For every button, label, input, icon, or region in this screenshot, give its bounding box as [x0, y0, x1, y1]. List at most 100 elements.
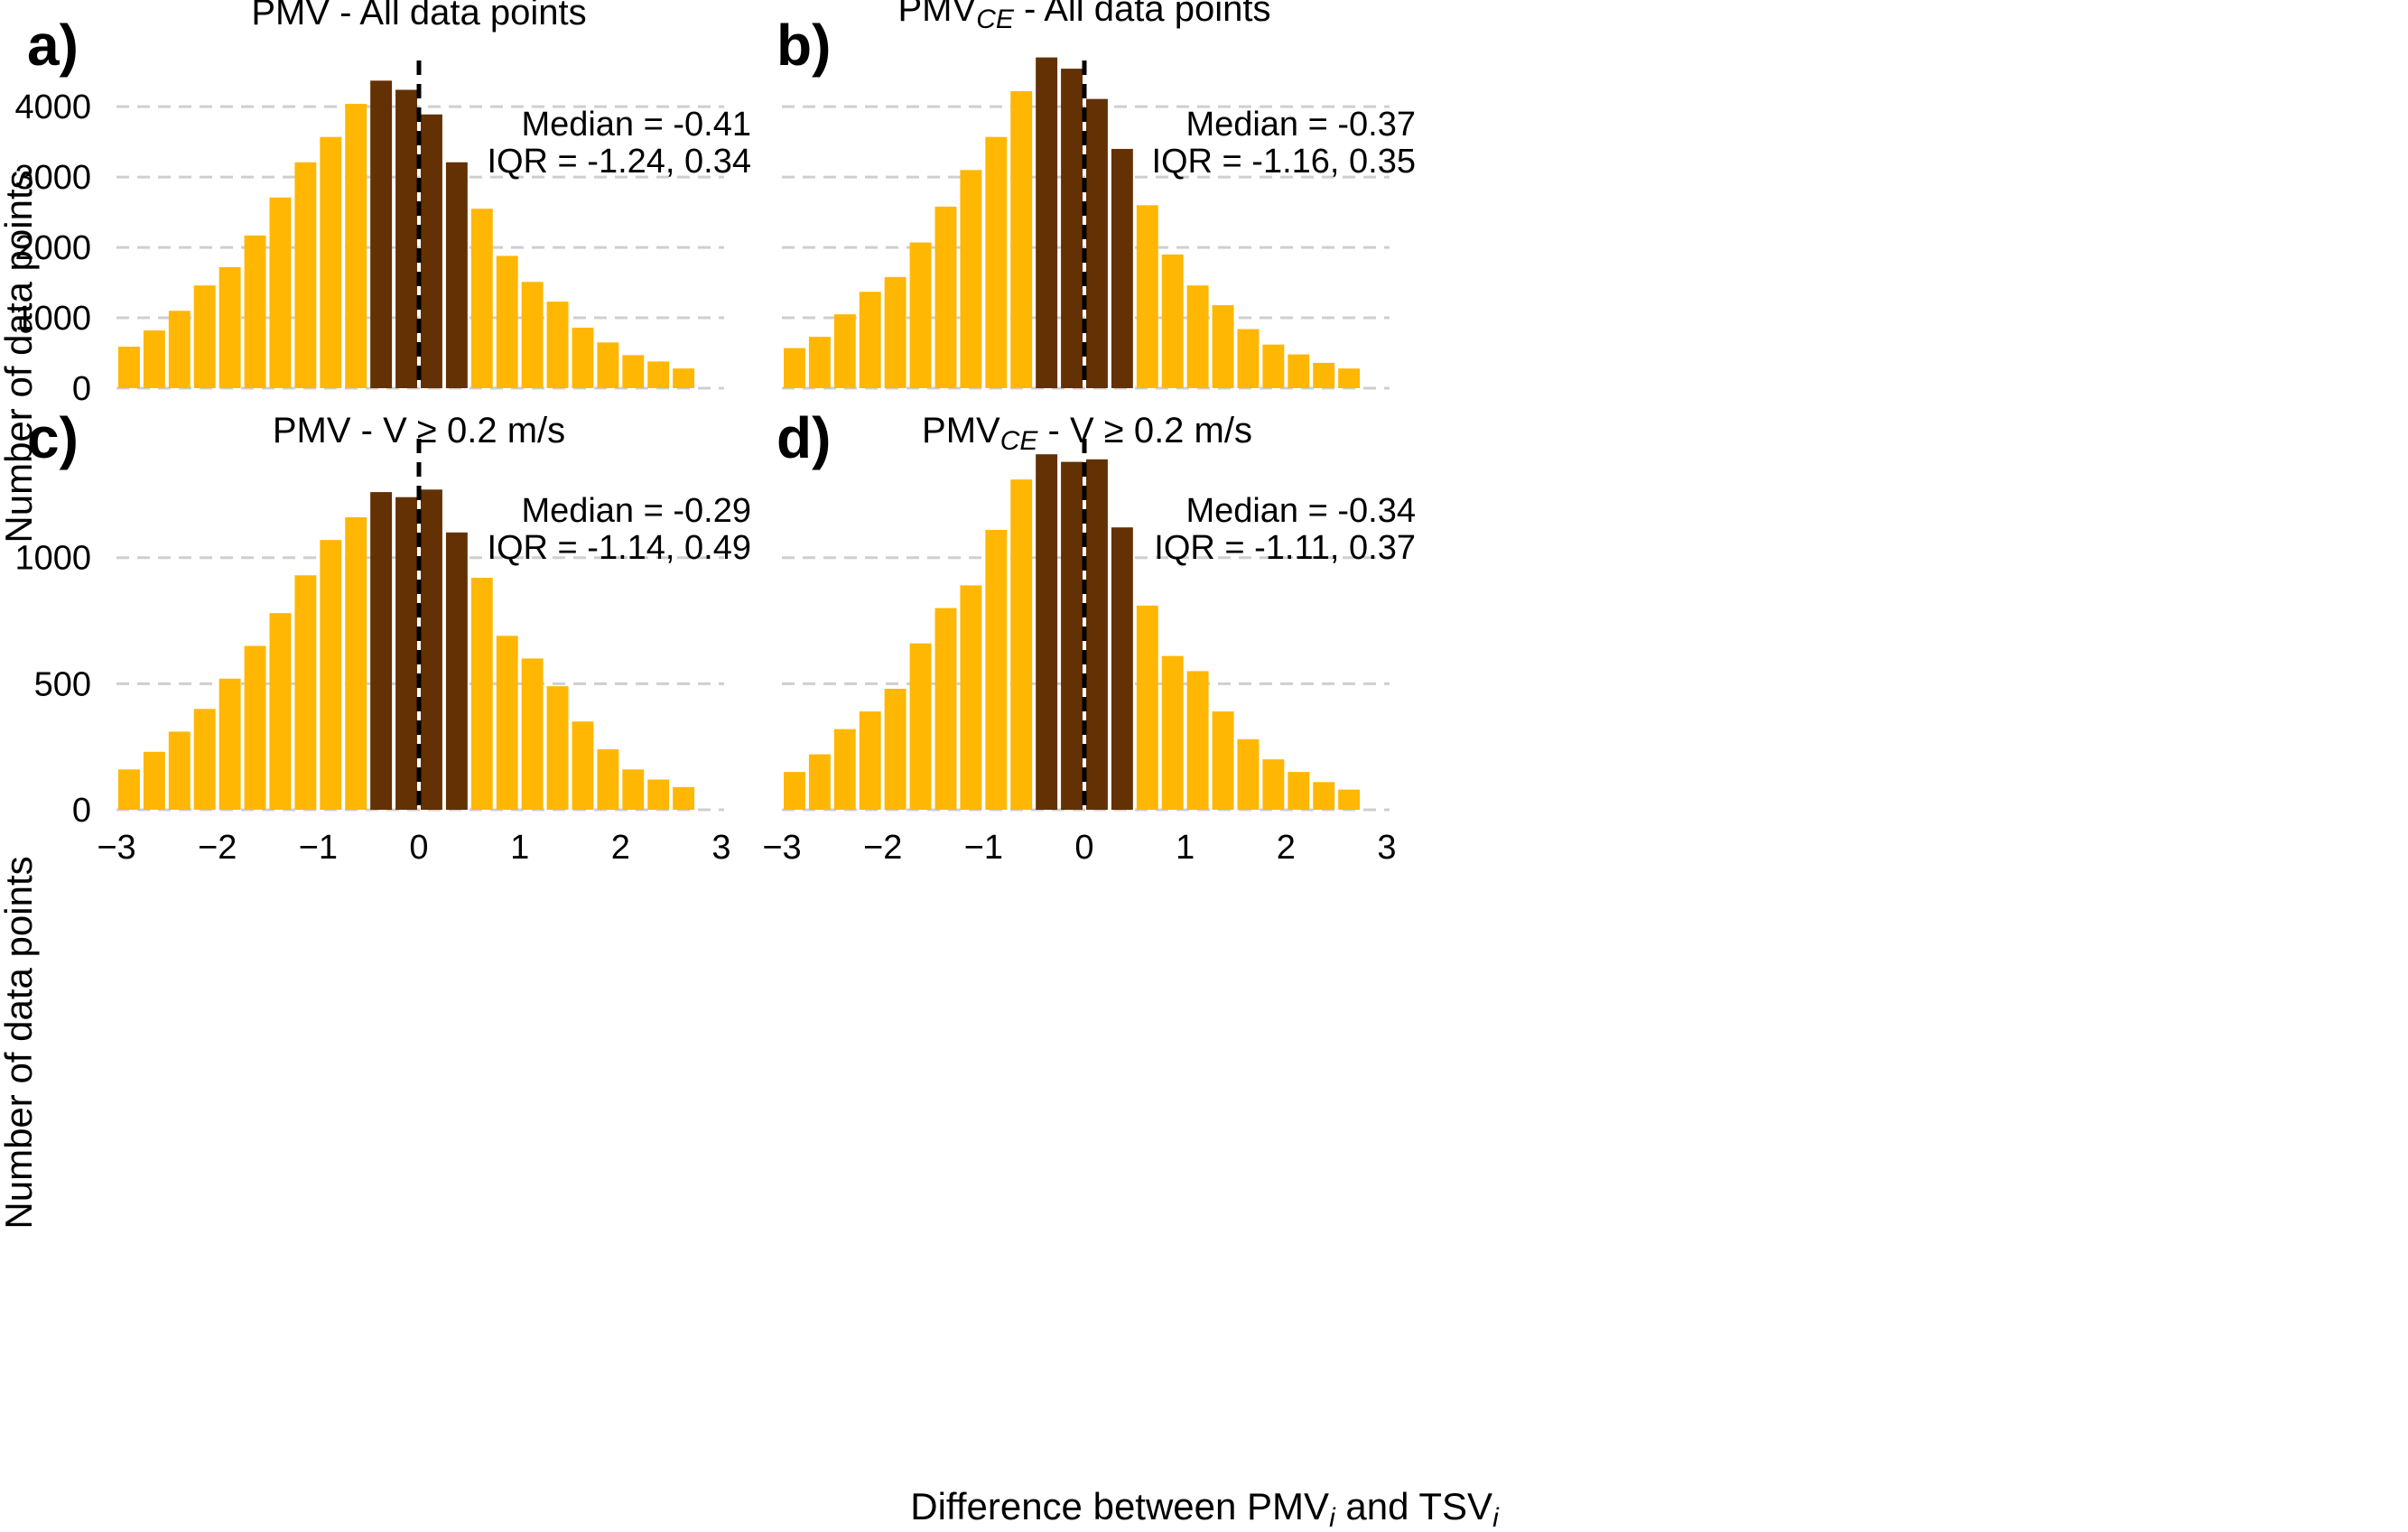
histogram-bar	[294, 575, 317, 810]
histogram-bar	[622, 355, 645, 388]
histogram-bar	[934, 608, 957, 810]
x-axis-label: Difference between PMVi and TSVi	[910, 1485, 1500, 1532]
histogram-bar	[1136, 605, 1158, 810]
panel-d: −3 −2 −1 0 1 2 3 d) PMVCE - V ≥ 0.2 m/s Median = …	[762, 405, 1416, 867]
x-tick-label: 2	[1277, 829, 1296, 867]
iqr-text: IQR = -1.14, 0.49	[487, 529, 751, 567]
histogram-bar	[193, 709, 216, 810]
histogram-bar	[1186, 285, 1209, 388]
median-text: Median = -0.34	[1185, 492, 1416, 530]
histogram-bar	[934, 206, 957, 388]
title-main: PMV - All data points	[251, 0, 586, 32]
panel-letter: c)	[27, 405, 79, 470]
histogram-bar	[1288, 772, 1310, 810]
histogram-bar	[1010, 91, 1033, 389]
histogram-bar	[1313, 362, 1335, 388]
y-tick-label: 1000	[14, 300, 91, 338]
panel-letter: d)	[776, 405, 831, 470]
histogram-bar	[1237, 329, 1260, 388]
x-axis-label-sub2: i	[1492, 1503, 1500, 1532]
histogram-bar	[859, 711, 881, 810]
histogram-bar	[884, 688, 906, 810]
histogram-bar	[470, 209, 493, 388]
histogram-bar	[1111, 148, 1133, 389]
histogram-bar	[320, 540, 342, 810]
histogram-bar	[218, 678, 241, 810]
histogram-bar	[370, 80, 393, 389]
histogram-bar	[1161, 254, 1184, 388]
histogram-bar	[395, 497, 417, 810]
y-tick-label: 0	[72, 370, 91, 408]
panel-letter: a)	[27, 13, 79, 78]
y-tick-label: 3000	[14, 159, 91, 197]
histogram-bar	[1086, 98, 1108, 389]
iqr-text: IQR = -1.24, 0.34	[487, 143, 751, 181]
panel-title: PMV - All data points	[251, 0, 586, 32]
histogram-bar	[244, 645, 266, 810]
histogram-bar	[859, 292, 881, 388]
x-tick-label: 2	[611, 829, 630, 867]
median-text: Median = -0.41	[521, 106, 751, 144]
histogram-bar	[673, 786, 695, 810]
histogram-bar	[1262, 344, 1285, 388]
histogram-bar	[445, 162, 468, 388]
panel-title: PMVCE - V ≥ 0.2 m/s	[922, 411, 1252, 456]
iqr-text: IQR = -1.16, 0.35	[1151, 143, 1416, 181]
median-text: Median = -0.29	[521, 492, 751, 530]
histogram-bar	[784, 348, 805, 388]
title-main: PMV - V	[273, 411, 417, 450]
histogram-bar	[445, 532, 468, 810]
histogram-bar	[985, 136, 1008, 388]
histogram-bar	[395, 89, 417, 389]
median-text: Median = -0.37	[1185, 106, 1416, 144]
histogram-bar	[909, 242, 932, 388]
histogram-bar	[833, 729, 856, 810]
histogram-bar	[1086, 459, 1108, 810]
histogram-bar	[647, 361, 670, 388]
title-ge-symbol: ≥	[417, 411, 437, 450]
histogram-bar	[960, 585, 982, 810]
panel-letter: b)	[776, 13, 831, 78]
x-tick-label: −3	[762, 829, 801, 867]
histogram-bar	[168, 731, 191, 810]
title-ge-symbol: ≥	[1104, 411, 1124, 450]
histogram-bar	[1036, 57, 1058, 388]
histogram-bar	[269, 197, 292, 388]
histogram-bar	[1288, 354, 1310, 388]
histogram-bar	[1061, 69, 1083, 388]
histogram-bar	[345, 517, 367, 810]
y-axis-label-top: Number of data points	[0, 170, 40, 543]
histogram-bar	[1136, 205, 1158, 388]
histogram-bar	[118, 769, 140, 810]
histogram-bar	[1262, 759, 1285, 810]
histogram-bar	[622, 769, 645, 810]
histogram-bar	[985, 529, 1008, 810]
histogram-bar	[421, 489, 442, 810]
panel-b: b) PMVCE - All data points Median = -0.37I…	[776, 0, 1416, 390]
histogram-bar	[193, 285, 216, 388]
histogram-bar	[647, 779, 670, 810]
histogram-bar	[269, 613, 292, 810]
histogram-bar	[572, 721, 594, 810]
x-tick-label: −2	[198, 829, 237, 867]
histogram-bar	[294, 162, 317, 388]
y-axis-label-bottom: Number of data points	[0, 856, 40, 1229]
x-tick-label: 0	[1074, 829, 1093, 867]
histogram-bar	[833, 314, 856, 388]
histogram-bar	[1036, 454, 1058, 810]
panel-a: 0 1000 2000 3000 4000 a) PMV - All data points…	[14, 0, 751, 408]
x-tick-label: 1	[510, 829, 529, 867]
y-tick-label: 2000	[14, 229, 91, 267]
histogram-bar	[884, 276, 906, 388]
histogram-bar	[496, 636, 518, 810]
histogram-bar	[1338, 789, 1361, 810]
histogram-bar	[118, 347, 140, 388]
title-subscript: CE	[1000, 426, 1039, 456]
histogram-bar	[1061, 461, 1083, 810]
histogram-bar	[521, 658, 544, 810]
x-axis-label-part2: and TSV	[1335, 1485, 1492, 1527]
title-main: PMV	[898, 0, 977, 29]
histogram-bar	[370, 492, 393, 810]
histogram-bar	[1111, 527, 1133, 810]
